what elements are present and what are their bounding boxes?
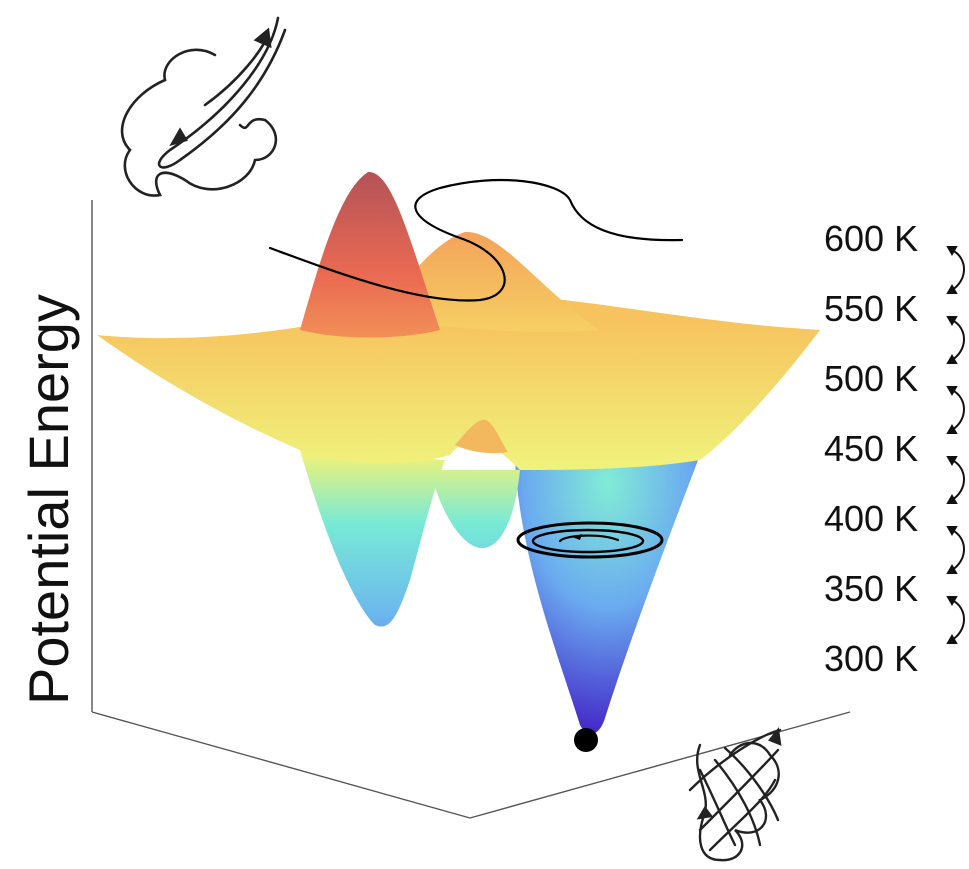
front-bump	[455, 419, 508, 454]
replica-exchange-arrow-icon	[946, 386, 965, 434]
temperature-label-400: 400 K	[824, 498, 918, 539]
low-temperature-trajectory	[516, 521, 664, 559]
temperature-label-500: 500 K	[824, 358, 918, 399]
middle-dip	[430, 470, 520, 549]
temperature-label-450: 450 K	[824, 428, 918, 469]
replica-exchange-arrow-icon	[946, 526, 965, 574]
temperature-plane-300	[130, 540, 800, 765]
rear-ridge	[380, 231, 600, 332]
saddle-surface	[97, 294, 820, 470]
temperature-label-600: 600 K	[824, 218, 918, 259]
energy-surface	[97, 171, 820, 734]
high-temperature-trajectory	[268, 178, 684, 302]
unfolded-chain-icon	[120, 16, 287, 197]
replica-exchange-arrow-icon	[946, 316, 965, 364]
axes-frame	[91, 200, 851, 819]
folded-protein-icon	[688, 727, 782, 862]
deep-basin	[515, 455, 700, 734]
secondary-basin	[300, 450, 445, 627]
unfolded-peak	[300, 171, 440, 338]
global-minimum-dot	[574, 728, 598, 752]
replica-exchange-arrow-icon	[946, 456, 965, 504]
replica-exchange-arrow-icon	[946, 246, 965, 294]
temperature-label-350: 350 K	[824, 568, 918, 609]
axis-label: Potential Energy	[17, 294, 80, 705]
temperature-label-550: 550 K	[824, 288, 918, 329]
temperature-label-300: 300 K	[824, 638, 918, 679]
replica-exchange-arrow-icon	[946, 596, 965, 644]
